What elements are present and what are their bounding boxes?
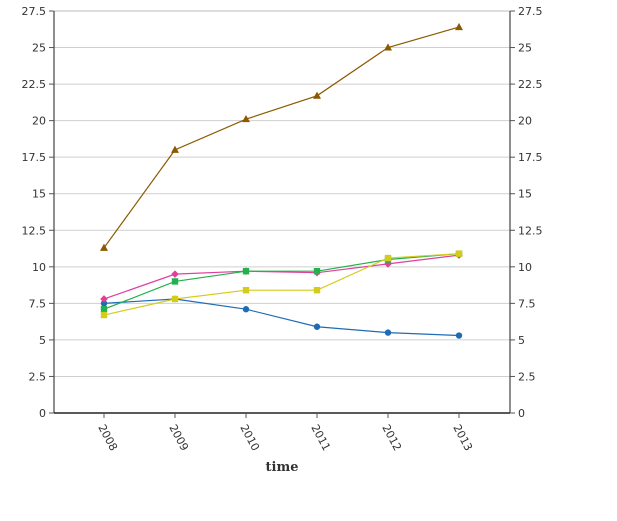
data-point: [171, 278, 179, 285]
data-point: [100, 243, 108, 251]
y-tick-label-right: 12.5: [518, 224, 543, 237]
series-line: [103, 254, 460, 300]
y-tick-label-left: 22.5: [22, 78, 47, 91]
y-tick-label-right: 2.5: [518, 370, 536, 383]
data-point: [313, 287, 321, 294]
tick-labels: 0 0 2.5 2.5 5 5 7.5 7.5 10 10 12.5 12.5 15 15 17.5 17.5…: [22, 5, 543, 453]
data-point: [313, 323, 321, 330]
data-point: [242, 287, 250, 294]
x-axis-title: time: [266, 460, 299, 475]
data-point: [100, 295, 108, 303]
y-tick-label-left: 15: [32, 188, 46, 201]
x-tick-label: 2011: [308, 422, 333, 453]
y-tick-label-right: 5: [518, 334, 525, 347]
data-point: [455, 332, 463, 339]
data-point: [455, 250, 463, 257]
data-point: [384, 254, 392, 262]
data-point: [242, 268, 250, 275]
y-tick-label-right: 20: [518, 115, 532, 128]
y-tick-label-right: 27.5: [518, 5, 543, 18]
series-line: [103, 253, 460, 310]
x-tick-label: 2008: [95, 422, 120, 453]
y-tick-label-left: 27.5: [22, 5, 47, 18]
data-point: [171, 270, 179, 278]
y-tick-label-right: 22.5: [518, 78, 543, 91]
x-tick-label: 2010: [237, 422, 262, 453]
x-tick-label: 2012: [379, 422, 404, 453]
y-tick-label-left: 2.5: [29, 370, 47, 383]
y-tick-label-left: 20: [32, 115, 46, 128]
y-tick-label-left: 17.5: [22, 151, 47, 164]
plot-frame: [53, 10, 511, 414]
y-tick-label-right: 15: [518, 188, 532, 201]
data-point: [455, 22, 463, 31]
y-tick-label-left: 25: [32, 42, 46, 55]
data-point: [313, 268, 321, 275]
y-tick-label-left: 10: [32, 261, 46, 274]
x-tick-label: 2009: [166, 422, 191, 453]
y-tick-label-right: 25: [518, 42, 532, 55]
data-point: [100, 300, 108, 307]
y-tick-label-right: 0: [518, 407, 525, 420]
y-tick-label-left: 5: [39, 334, 46, 347]
data-point: [171, 145, 179, 153]
data-point: [242, 306, 250, 313]
data-point: [242, 114, 250, 123]
y-tick-label-left: 7.5: [29, 297, 47, 310]
data-point: [313, 91, 321, 99]
y-tick-label-right: 7.5: [518, 297, 536, 310]
series-line: [103, 253, 460, 316]
y-tick-label-left: 0: [39, 407, 46, 420]
grid-lines: [54, 10, 510, 377]
data-point: [384, 329, 392, 336]
series-line: [103, 26, 460, 249]
series-group: [100, 22, 463, 339]
data-point: [100, 311, 108, 319]
series-line: [103, 298, 460, 337]
y-tick-label-left: 12.5: [22, 224, 47, 237]
y-tick-label-right: 17.5: [518, 151, 543, 164]
data-point: [171, 295, 179, 303]
data-point: [100, 306, 108, 313]
y-tick-label-right: 10: [518, 261, 532, 274]
axes: [49, 10, 515, 418]
data-point: [384, 43, 392, 51]
x-tick-label: 2013: [450, 422, 475, 453]
